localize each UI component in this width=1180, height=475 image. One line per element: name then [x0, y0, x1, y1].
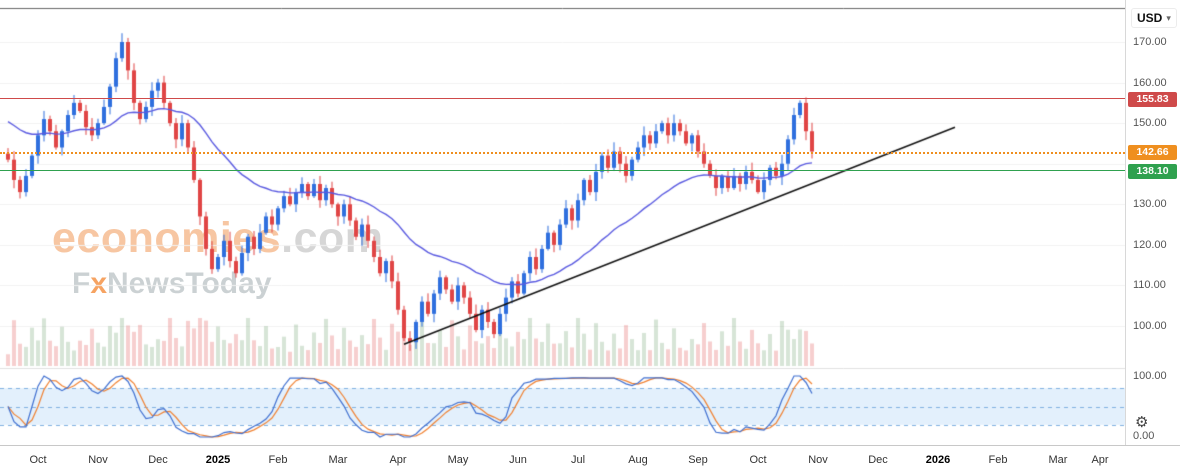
time-axis[interactable]: Oct Nov Dec 2025 Feb Mar Apr May Jun Jul Aug Sep Oct… — [0, 445, 1180, 475]
price-badge-last-price: 142.66 — [1128, 145, 1177, 160]
current-price-line — [0, 151, 1125, 154]
price-axis: USD ▾ 170.00 160.00 150.00 130.00 120.00 110.… — [1125, 0, 1180, 475]
price-tick-label: 110.00 — [1133, 279, 1166, 291]
currency-label: USD — [1137, 11, 1163, 25]
month-label: Oct — [749, 454, 767, 466]
month-label: 2025 — [205, 454, 231, 466]
month-label: Jul — [570, 454, 586, 466]
month-label: Feb — [268, 454, 288, 466]
month-label: Oct — [29, 454, 47, 466]
month-label: Mar — [1048, 454, 1068, 466]
month-label: 2026 — [925, 454, 951, 466]
price-tick-label: 100.00 — [1133, 320, 1167, 332]
price-tick-label: 160.00 — [1133, 77, 1167, 89]
support-line[interactable] — [0, 170, 1125, 172]
month-label: Aug — [628, 454, 648, 466]
price-tick-label: 150.00 — [1133, 117, 1167, 129]
month-label: Apr — [1091, 454, 1109, 466]
month-label: Dec — [148, 454, 168, 466]
month-label: Apr — [389, 454, 407, 466]
price-tick-label: 130.00 — [1133, 198, 1167, 210]
month-label: May — [447, 454, 469, 466]
month-label: Dec — [868, 454, 888, 466]
month-label: Nov — [808, 454, 828, 466]
oscillator-tick-label: 0.00 — [1133, 430, 1155, 442]
price-badge-resistance: 155.83 — [1128, 92, 1177, 107]
month-label: Nov — [88, 454, 108, 466]
month-label: Mar — [328, 454, 348, 466]
oscillator-tick-label: 100.00 — [1133, 370, 1167, 382]
month-label: Feb — [988, 454, 1008, 466]
resistance-line[interactable] — [0, 98, 1125, 100]
price-tick-label: 170.00 — [1133, 36, 1167, 48]
currency-selector[interactable]: USD ▾ — [1131, 8, 1177, 28]
month-label: Sep — [688, 454, 708, 466]
chevron-down-icon: ▾ — [1166, 12, 1171, 23]
month-label: Jun — [509, 454, 527, 466]
price-tick-label: 120.00 — [1133, 239, 1167, 251]
settings-gear-icon[interactable]: ⚙ — [1135, 414, 1149, 431]
price-badge-support: 138.10 — [1128, 164, 1177, 179]
